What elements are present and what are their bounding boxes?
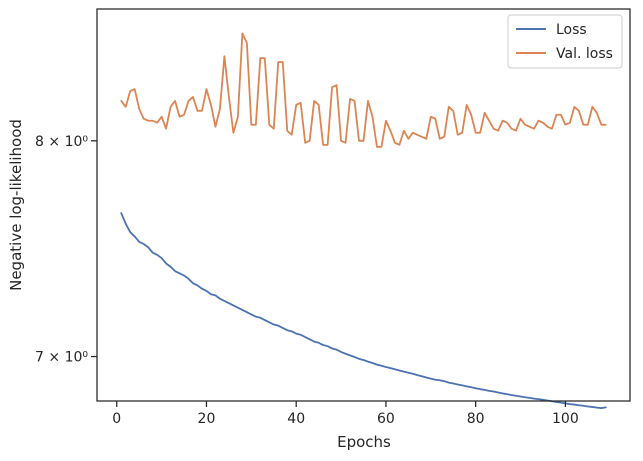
y-axis-label: Negative log-likelihood bbox=[7, 119, 25, 291]
y-tick-label: 7 × 10⁰ bbox=[35, 350, 88, 366]
y-tick-label: 8 × 10⁰ bbox=[35, 134, 88, 150]
x-axis: 0 20 40 60 80 100 bbox=[112, 401, 579, 427]
legend-label-loss: Loss bbox=[556, 22, 587, 38]
x-tick-label: 60 bbox=[377, 411, 395, 427]
x-tick-label: 20 bbox=[198, 411, 216, 427]
legend: Loss Val. loss bbox=[507, 14, 623, 69]
y-axis: 7 × 10⁰ 8 × 10⁰ bbox=[35, 134, 97, 366]
legend-label-val-loss: Val. loss bbox=[556, 46, 613, 62]
axes-frame bbox=[96, 8, 631, 402]
x-tick-label: 40 bbox=[287, 411, 305, 427]
x-tick-label: 100 bbox=[552, 411, 579, 427]
series-line-1 bbox=[120, 32, 607, 148]
x-tick-label: 0 bbox=[112, 411, 121, 427]
x-tick-label: 80 bbox=[467, 411, 485, 427]
plot-area bbox=[96, 8, 631, 410]
series-layer bbox=[120, 32, 607, 410]
series-line-0 bbox=[120, 212, 607, 410]
x-axis-label: Epochs bbox=[337, 433, 391, 451]
